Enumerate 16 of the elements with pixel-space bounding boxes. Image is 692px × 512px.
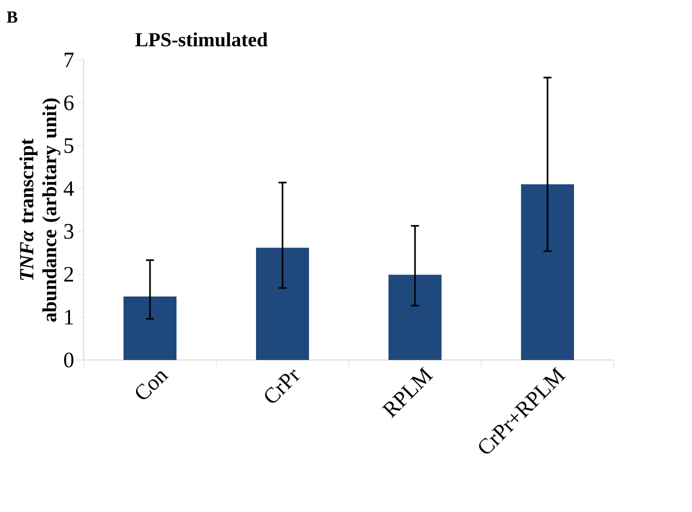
y-tick-label: 2: [64, 267, 74, 282]
bar: [256, 248, 310, 360]
y-tick-label: 6: [64, 95, 74, 110]
y-tick-label: 5: [64, 138, 74, 153]
text: B: [6, 12, 18, 23]
bar: [388, 274, 442, 360]
y-tick-label: 7: [64, 52, 74, 68]
x-tick-label: Con: [136, 371, 169, 400]
y-tick-label: 4: [64, 181, 74, 196]
bar: [124, 296, 177, 360]
bar: [521, 184, 574, 360]
chart-title: LPS-stimulated: [135, 32, 268, 46]
y-tick-label: 1: [65, 310, 73, 324]
y-tick-label: 3: [64, 224, 74, 239]
x-tick-label: CrPr: [265, 369, 300, 403]
y-tick-label: 0: [64, 352, 74, 368]
